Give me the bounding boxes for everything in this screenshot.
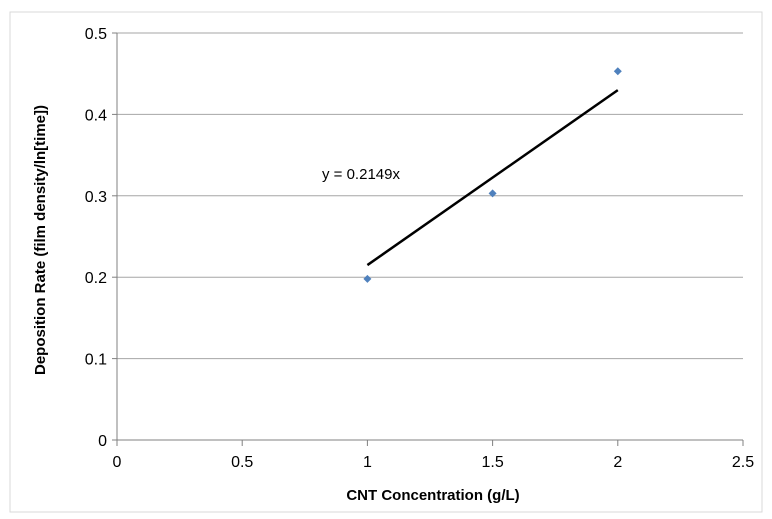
y-tick-label: 0.5: [85, 26, 107, 43]
trendline-group: [366, 89, 619, 267]
trendline-equation: y = 0.2149x: [322, 166, 400, 183]
y-axis-title: Deposition Rate (film density/ln[time]): [32, 105, 49, 375]
gridlines: [117, 32, 743, 360]
x-tick-label: 0.5: [231, 454, 253, 471]
chart-border: [9, 11, 763, 513]
x-tick-label: 2: [613, 454, 622, 471]
x-tick-label: 1.5: [481, 454, 503, 471]
data-point-2: [613, 67, 622, 76]
x-tick-label: 2.5: [732, 454, 754, 471]
y-tick-label: 0.2: [85, 270, 107, 287]
data-points: [363, 67, 622, 283]
data-point-1: [488, 189, 497, 198]
x-tick-label: 0: [113, 454, 122, 471]
y-tick-label: 0.3: [85, 189, 107, 206]
trendline: [366, 89, 619, 267]
y-tick-label: 0: [98, 433, 107, 450]
y-tick-label: 0.1: [85, 352, 107, 369]
axes: 0 0.1 0.2 0.3 0.4 0.5 0 0.5 1 1.5 2 2.5: [85, 26, 754, 471]
x-axis-title: CNT Concentration (g/L): [346, 487, 519, 504]
y-tick-label: 0.4: [85, 107, 107, 124]
x-tick-label: 1: [363, 454, 372, 471]
data-point-0: [363, 274, 372, 283]
